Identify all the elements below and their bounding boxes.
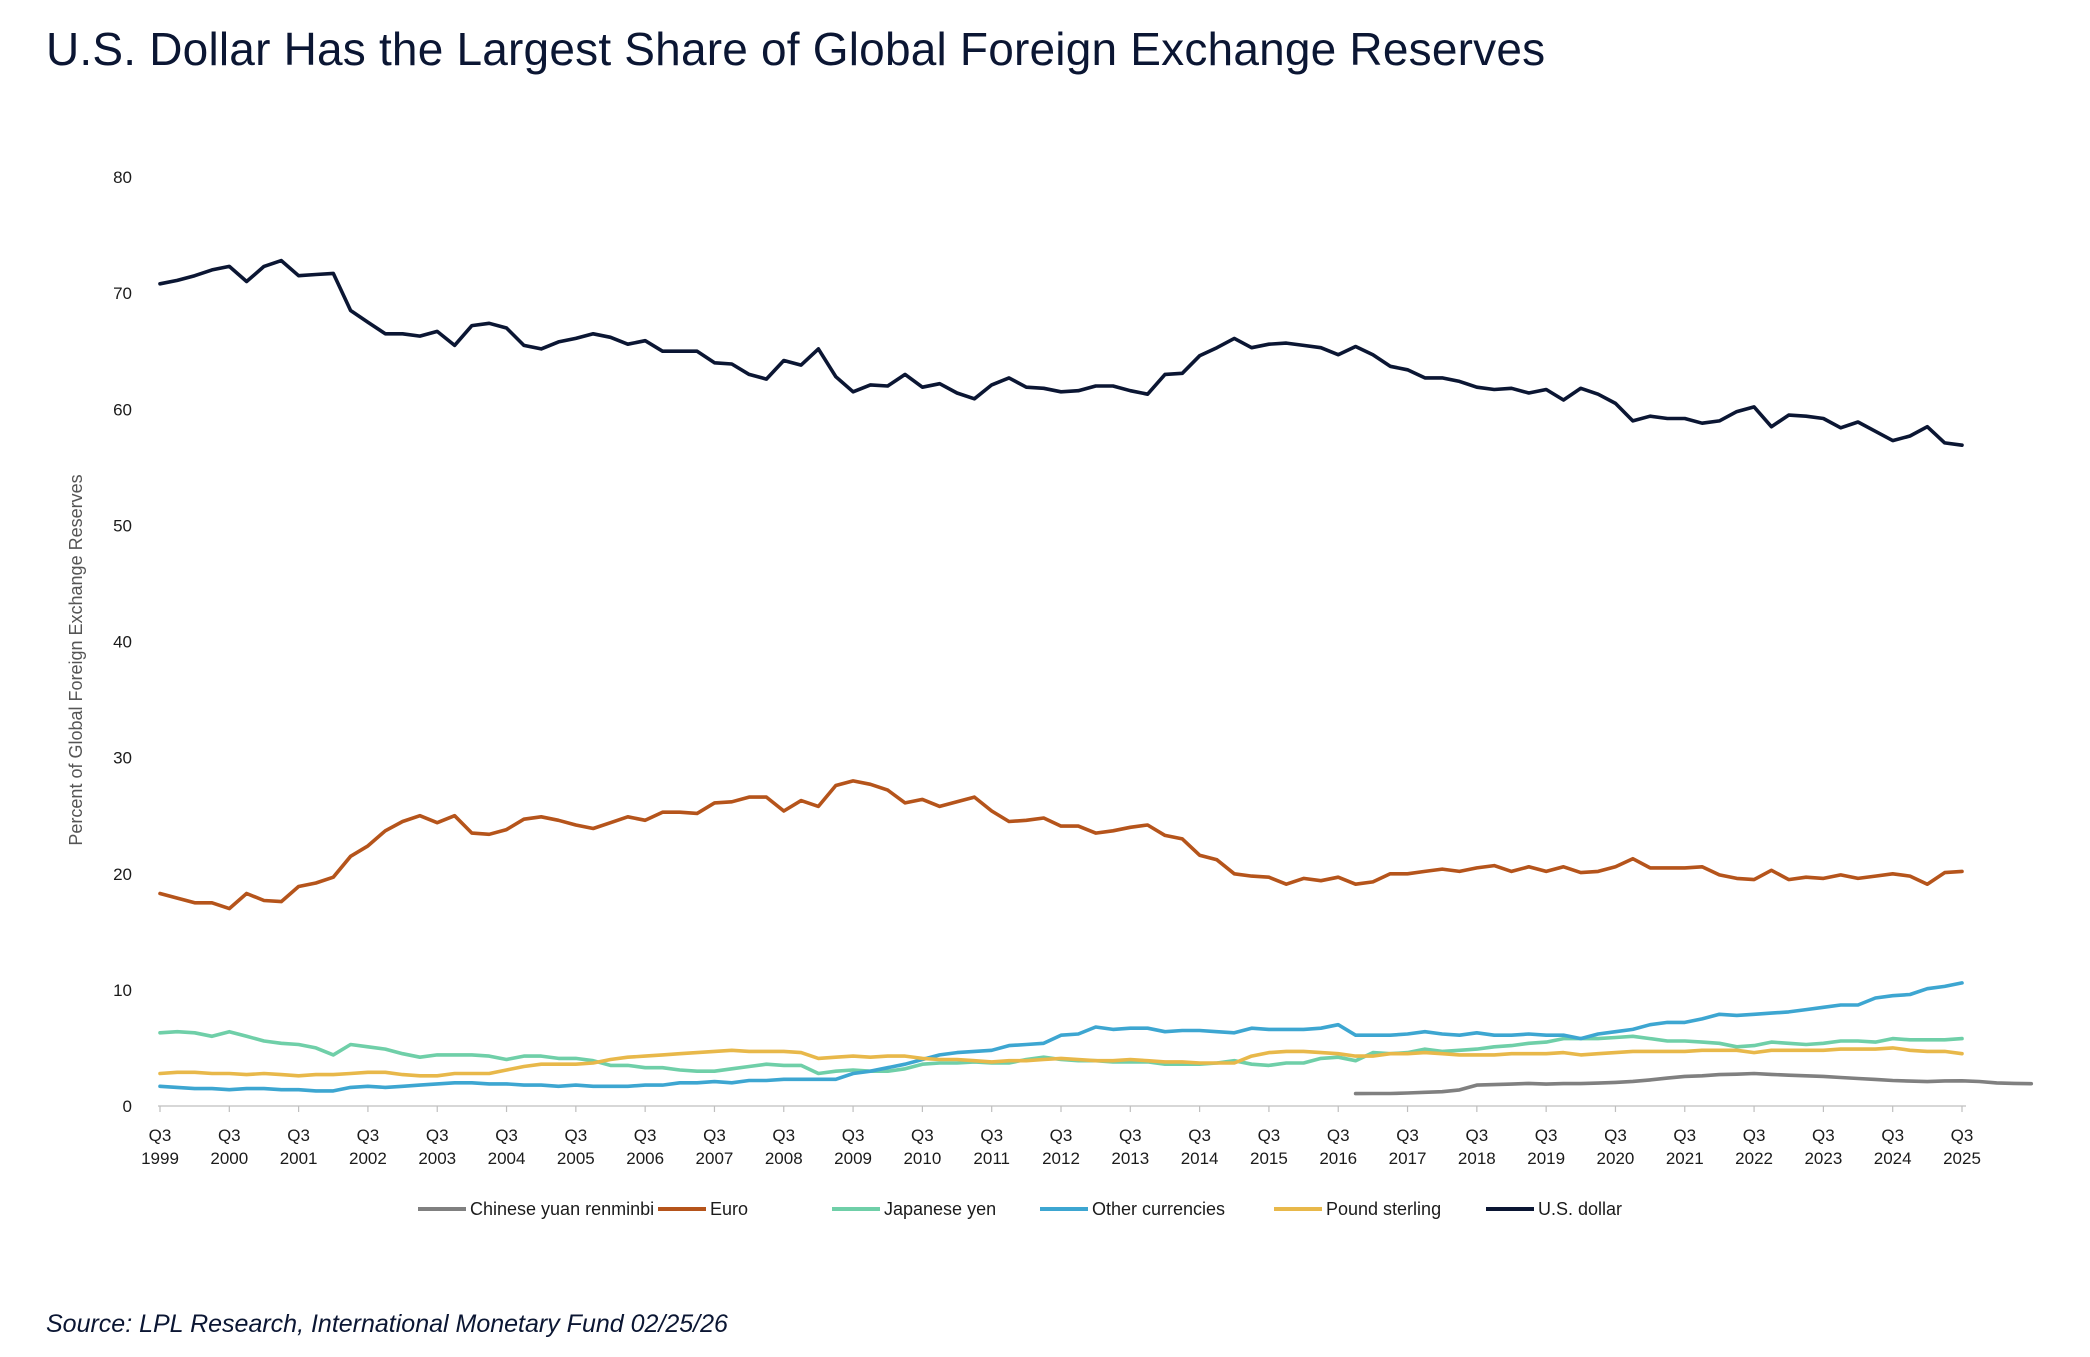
- x-tick-year: 2010: [903, 1149, 941, 1168]
- x-tick-quarter: Q3: [1743, 1126, 1766, 1145]
- x-tick-year: 2014: [1181, 1149, 1219, 1168]
- y-tick-label: 0: [123, 1097, 132, 1116]
- x-tick-year: 1999: [141, 1149, 179, 1168]
- x-tick-quarter: Q3: [1951, 1126, 1974, 1145]
- x-tick-year: 2022: [1735, 1149, 1773, 1168]
- x-tick-year: 2009: [834, 1149, 872, 1168]
- y-tick-label: 70: [113, 284, 132, 303]
- legend-label-pound-sterling: Pound sterling: [1326, 1199, 1441, 1219]
- x-tick-year: 2003: [418, 1149, 456, 1168]
- x-tick-year: 2001: [280, 1149, 318, 1168]
- x-tick-quarter: Q3: [1396, 1126, 1419, 1145]
- x-tick-year: 2020: [1597, 1149, 1635, 1168]
- y-tick-label: 60: [113, 400, 132, 419]
- x-tick-quarter: Q3: [287, 1126, 310, 1145]
- x-tick-quarter: Q3: [1327, 1126, 1350, 1145]
- source-note: Source: LPL Research, International Mone…: [46, 1310, 728, 1338]
- legend-label-u-s-dollar: U.S. dollar: [1538, 1199, 1622, 1219]
- x-tick-year: 2021: [1666, 1149, 1704, 1168]
- x-tick-quarter: Q3: [1050, 1126, 1073, 1145]
- x-tick-quarter: Q3: [1258, 1126, 1281, 1145]
- y-tick-label: 10: [113, 981, 132, 1000]
- x-tick-quarter: Q3: [1119, 1126, 1142, 1145]
- x-tick-year: 2004: [488, 1149, 526, 1168]
- x-tick-year: 2000: [210, 1149, 248, 1168]
- x-tick-quarter: Q3: [1881, 1126, 1904, 1145]
- x-tick-quarter: Q3: [1812, 1126, 1835, 1145]
- legend-label-chinese-yuan-renminbi: Chinese yuan renminbi: [470, 1199, 654, 1219]
- legend: Chinese yuan renminbi Euro Japanese yen Oth…: [418, 1199, 1622, 1219]
- series-line-other-currencies: [158, 981, 1964, 1093]
- series-line-chinese-yuan-renminbi: [1353, 1071, 2034, 1096]
- series-lines: [158, 258, 2034, 1096]
- y-tick-label: 80: [113, 168, 132, 187]
- x-tick-quarter: Q3: [772, 1126, 795, 1145]
- y-axis-label: Percent of Global Foreign Exchange Reser…: [66, 474, 86, 845]
- x-tick-quarter: Q3: [426, 1126, 449, 1145]
- x-tick-quarter: Q3: [495, 1126, 518, 1145]
- series-line-u-s-dollar: [158, 258, 1964, 448]
- x-tick-quarter: Q3: [149, 1126, 172, 1145]
- x-tick-year: 2025: [1943, 1149, 1981, 1168]
- legend-label-euro: Euro: [710, 1199, 748, 1219]
- x-axis-ticks: Q3 1999 Q3 2000 Q3 2001 Q3 2002 Q3 2003 Q3 2004 Q3 20…: [141, 1106, 1981, 1168]
- y-axis-ticks: 0 10 20 30 40 50 60 70 80: [113, 168, 132, 1116]
- x-tick-quarter: Q3: [357, 1126, 380, 1145]
- y-tick-label: 40: [113, 633, 132, 652]
- series-line-euro: [158, 779, 1964, 911]
- x-tick-year: 2002: [349, 1149, 387, 1168]
- x-tick-year: 2013: [1111, 1149, 1149, 1168]
- legend-label-japanese-yen: Japanese yen: [884, 1199, 996, 1219]
- y-tick-label: 50: [113, 516, 132, 535]
- x-tick-quarter: Q3: [1188, 1126, 1211, 1145]
- x-tick-year: 2008: [765, 1149, 803, 1168]
- x-tick-year: 2005: [557, 1149, 595, 1168]
- x-tick-year: 2017: [1389, 1149, 1427, 1168]
- x-tick-year: 2007: [696, 1149, 734, 1168]
- x-tick-quarter: Q3: [911, 1126, 934, 1145]
- x-tick-quarter: Q3: [1466, 1126, 1489, 1145]
- x-tick-quarter: Q3: [1673, 1126, 1696, 1145]
- x-tick-year: 2016: [1319, 1149, 1357, 1168]
- x-tick-quarter: Q3: [634, 1126, 657, 1145]
- x-tick-quarter: Q3: [1604, 1126, 1627, 1145]
- x-tick-year: 2018: [1458, 1149, 1496, 1168]
- legend-label-other-currencies: Other currencies: [1092, 1199, 1225, 1219]
- x-tick-year: 2006: [626, 1149, 664, 1168]
- y-tick-label: 20: [113, 865, 132, 884]
- series-line-pound-sterling: [158, 1046, 1964, 1078]
- x-tick-year: 2019: [1527, 1149, 1565, 1168]
- x-tick-quarter: Q3: [703, 1126, 726, 1145]
- x-tick-quarter: Q3: [980, 1126, 1003, 1145]
- x-tick-year: 2015: [1250, 1149, 1288, 1168]
- x-tick-year: 2024: [1874, 1149, 1912, 1168]
- x-tick-year: 2012: [1042, 1149, 1080, 1168]
- x-tick-quarter: Q3: [565, 1126, 588, 1145]
- y-tick-label: 30: [113, 749, 132, 768]
- x-tick-quarter: Q3: [218, 1126, 241, 1145]
- x-tick-year: 2023: [1804, 1149, 1842, 1168]
- x-tick-year: 2011: [973, 1149, 1010, 1168]
- chart-title: U.S. Dollar Has the Largest Share of Glo…: [46, 23, 1546, 75]
- x-tick-quarter: Q3: [1535, 1126, 1558, 1145]
- x-tick-quarter: Q3: [842, 1126, 865, 1145]
